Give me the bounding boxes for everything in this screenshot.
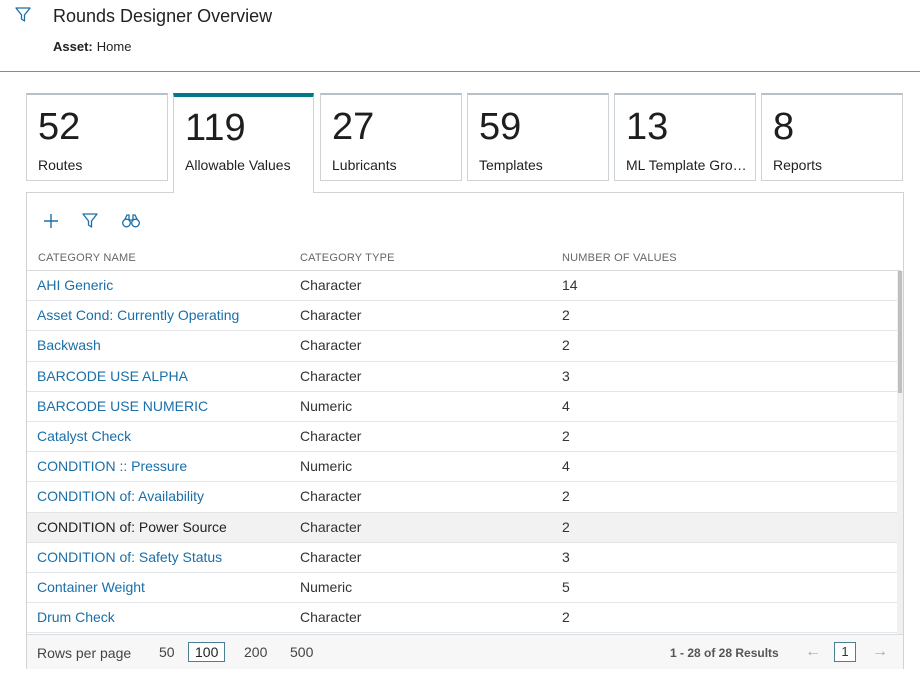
tile-label: Reports [773, 157, 823, 173]
number-of-values: 4 [562, 397, 570, 414]
category-type: Character [300, 488, 362, 505]
tile-label: Allowable Values [185, 157, 291, 173]
category-type: Character [300, 277, 362, 293]
tile-count: 119 [185, 107, 246, 149]
column-header-number-of-values[interactable]: NUMBER OF VALUES [562, 252, 677, 264]
tile-count: 52 [38, 106, 81, 148]
number-of-values: 2 [562, 427, 570, 444]
category-type: Character [300, 427, 362, 444]
pagination-footer: Rows per page 50 100 200 500 1 - 28 of 2… [27, 634, 903, 669]
column-header-category-name[interactable]: CATEGORY NAME [38, 252, 136, 264]
number-of-values: 3 [562, 548, 570, 565]
tile-label: Routes [38, 157, 83, 173]
category-name-link[interactable]: Catalyst Check [37, 427, 132, 444]
table-row[interactable]: AHI Generic Character 14 [27, 271, 899, 302]
tile-label: Templates [479, 157, 543, 173]
table-header: CATEGORY NAME CATEGORY TYPE NUMBER OF VA… [27, 249, 901, 271]
tile-count: 27 [332, 106, 375, 148]
number-of-values: 2 [562, 609, 570, 626]
asset-label: Asset: [53, 39, 93, 54]
category-type: Numeric [300, 458, 353, 475]
asset-value: Home [96, 39, 132, 54]
table-row[interactable]: CONDITION of: Safety Status Character 3 [27, 543, 899, 573]
allowable-values-panel: CATEGORY NAME CATEGORY TYPE NUMBER OF VA… [26, 192, 904, 669]
number-of-values: 14 [562, 277, 578, 293]
rows-per-page-500[interactable]: 500 [290, 644, 314, 660]
asset-breadcrumb: Asset: Home [53, 39, 131, 54]
tile-count: 8 [773, 106, 795, 148]
rows-per-page-50[interactable]: 50 [159, 644, 175, 660]
category-type: Character [300, 609, 362, 626]
results-count: 1 - 28 of 28 Results [670, 646, 779, 660]
table-scrollbar[interactable] [897, 271, 903, 634]
tile-lubricants[interactable]: 27 Lubricants [320, 93, 462, 181]
category-type: Character [300, 367, 362, 384]
tile-routes[interactable]: 52 Routes [26, 93, 168, 181]
rows-per-page-label: Rows per page [37, 645, 132, 661]
rows-per-page-200[interactable]: 200 [244, 644, 268, 660]
category-type: Character [300, 548, 362, 565]
tile-count: 13 [626, 106, 669, 148]
rows-per-page-100[interactable]: 100 [188, 642, 226, 662]
number-of-values: 2 [562, 337, 570, 354]
number-of-values: 3 [562, 367, 570, 384]
table-row[interactable]: Catalyst Check Character 2 [27, 422, 899, 453]
category-type: Character [300, 337, 362, 354]
tile-ml-template-groups[interactable]: 13 ML Template Grou... [614, 93, 756, 181]
binoculars-icon[interactable] [120, 210, 142, 232]
table-body: AHI Generic Character 14 Asset Cond: Curre… [27, 271, 899, 634]
number-of-values: 5 [562, 578, 570, 595]
category-type: Numeric [300, 397, 353, 414]
category-type: Character [300, 307, 362, 324]
category-name-link[interactable]: Backwash [37, 337, 101, 354]
category-name-link[interactable]: Asset Cond: Currently Operating [37, 307, 240, 324]
table-row[interactable]: Drum Check Character 2 [27, 603, 899, 634]
category-name-link[interactable]: CONDITION :: Pressure [37, 458, 188, 475]
category-name-link[interactable]: BARCODE USE ALPHA [37, 367, 188, 384]
tile-templates[interactable]: 59 Templates [467, 93, 609, 181]
table-row[interactable]: CONDITION of: Availability Character 2 [27, 482, 899, 513]
grid-toolbar [27, 193, 903, 249]
category-name-link[interactable]: CONDITION of: Safety Status [37, 548, 223, 565]
current-page-number[interactable]: 1 [834, 642, 856, 662]
table-row[interactable]: Asset Cond: Currently Operating Character… [27, 301, 899, 332]
table-row[interactable]: BARCODE USE ALPHA Character 3 [27, 362, 899, 392]
category-name-link[interactable]: AHI Generic [37, 277, 114, 293]
tile-count: 59 [479, 106, 522, 148]
page-title: Rounds Designer Overview [53, 6, 273, 26]
plus-icon[interactable] [40, 210, 62, 232]
table-row[interactable]: CONDITION of: Power Source Character 2 [27, 512, 899, 543]
table-row[interactable]: Container Weight Numeric 5 [27, 573, 899, 604]
next-page-arrow-icon[interactable]: → [872, 643, 888, 660]
category-name-link[interactable]: CONDITION of: Power Source [37, 518, 227, 535]
category-name-link[interactable]: Container Weight [37, 578, 145, 595]
number-of-values: 2 [562, 488, 570, 505]
page-header: Rounds Designer Overview Asset: Home [0, 0, 920, 72]
category-type: Character [300, 518, 362, 535]
table-row[interactable]: CONDITION :: Pressure Numeric 4 [27, 452, 899, 483]
number-of-values: 4 [562, 458, 570, 475]
number-of-values: 2 [562, 307, 570, 324]
column-header-category-type[interactable]: CATEGORY TYPE [300, 252, 395, 264]
category-name-link[interactable]: CONDITION of: Availability [37, 488, 205, 505]
tile-label: Lubricants [332, 157, 397, 173]
category-name-link[interactable]: Drum Check [37, 609, 115, 626]
tile-label: ML Template Grou... [626, 157, 748, 173]
category-name-link[interactable]: BARCODE USE NUMERIC [37, 397, 209, 414]
filter-icon[interactable] [79, 210, 101, 232]
scrollbar-thumb[interactable] [898, 271, 902, 393]
filter-icon[interactable] [14, 6, 32, 24]
category-type: Numeric [300, 578, 353, 595]
tile-reports[interactable]: 8 Reports [761, 93, 903, 181]
previous-page-arrow-icon[interactable]: ← [805, 643, 821, 660]
number-of-values: 2 [562, 518, 570, 535]
table-row[interactable]: Backwash Character 2 [27, 331, 899, 362]
table-row[interactable]: BARCODE USE NUMERIC Numeric 4 [27, 392, 899, 422]
tile-allowable-values[interactable]: 119 Allowable Values [173, 93, 314, 193]
summary-tiles: 52 Routes 119 Allowable Values 27 Lubric… [26, 93, 904, 193]
